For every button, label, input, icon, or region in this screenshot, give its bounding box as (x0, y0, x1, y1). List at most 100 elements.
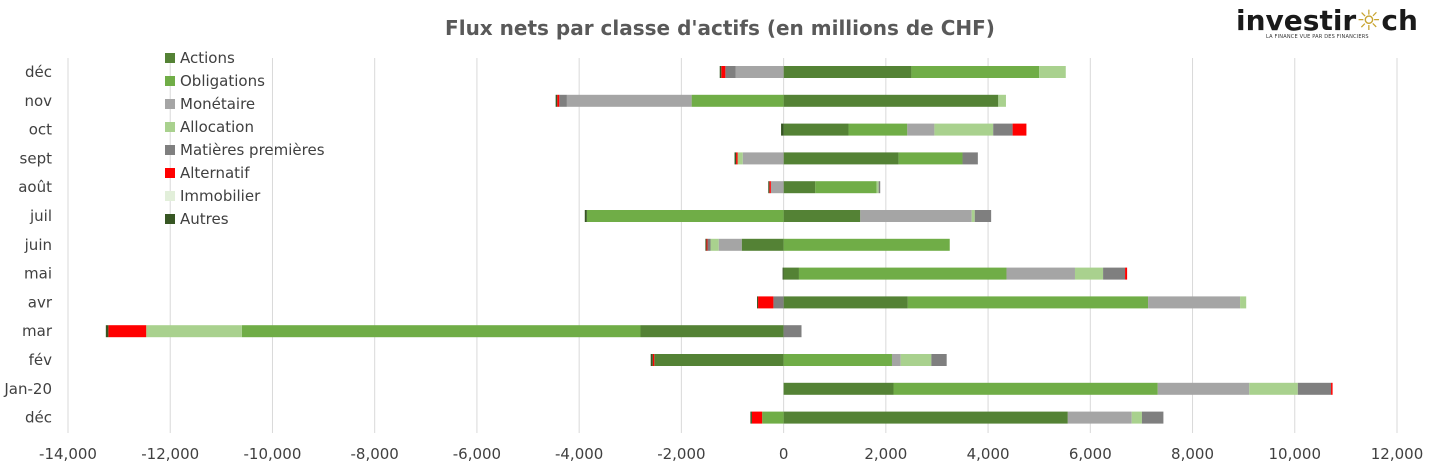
legend-label: Actions (180, 49, 235, 67)
bar-segment (1074, 267, 1104, 280)
bar-segment (737, 152, 743, 165)
bar-segment (718, 238, 742, 251)
logo-brand-left: investir (1236, 4, 1356, 37)
category-label: déc (25, 63, 52, 81)
bar-segment (762, 411, 784, 424)
legend-swatch (165, 53, 175, 63)
bar-segment (993, 123, 1013, 136)
bar-segment (911, 66, 1040, 78)
bar-segment (783, 66, 912, 78)
bar-segment (1039, 66, 1066, 78)
category-label: juil (29, 207, 52, 225)
bar-segment (768, 181, 770, 194)
bar-segment (783, 123, 849, 136)
bar-segment (1125, 267, 1128, 280)
legend-swatch (165, 168, 175, 178)
bar-segment (750, 411, 752, 424)
bar-segment (1006, 267, 1075, 280)
bar-segment (783, 296, 908, 309)
legend-label: Immobilier (180, 187, 261, 205)
legend-swatch (165, 76, 175, 86)
x-tick-label: -12,000 (141, 445, 199, 463)
category-label: Jan-20 (3, 380, 52, 398)
bar-segment (105, 325, 109, 338)
bar-segment (557, 94, 560, 107)
x-tick-label: 8,000 (1171, 445, 1214, 463)
bar-segment (998, 94, 1006, 107)
bar-segment (931, 354, 947, 366)
bar-segment (848, 123, 908, 136)
legend-swatch (165, 145, 175, 155)
bar-segment (1240, 296, 1247, 309)
bar-segment (860, 210, 972, 222)
x-tick-label: -14,000 (39, 445, 97, 463)
bar-segment (654, 354, 784, 366)
bar-segment (1148, 296, 1241, 309)
bar-segment (1249, 382, 1298, 395)
x-tick-label: -4,000 (555, 445, 603, 463)
bar-segment (770, 181, 784, 194)
x-tick-label: 0 (779, 445, 789, 463)
legend-swatch (165, 122, 175, 132)
bar-segment (652, 354, 655, 366)
legend-swatch (165, 99, 175, 109)
bar-segment (640, 325, 784, 338)
logo: investir☼ch LA FINANCE VUE PAR DES FINAN… (1236, 4, 1418, 40)
bar-segment (559, 94, 567, 107)
bars (105, 66, 1333, 424)
chart-title: Flux nets par classe d'actifs (en millio… (445, 16, 995, 40)
bar-segment (1141, 411, 1164, 424)
bar-segment (758, 296, 774, 309)
bar-segment (721, 66, 726, 78)
bar-segment (566, 94, 692, 107)
bar-segment (586, 210, 784, 222)
bar-segment (783, 411, 1068, 424)
x-tick-label: 6,000 (1069, 445, 1112, 463)
bar-segment (783, 238, 950, 251)
bar-segment (1131, 411, 1142, 424)
bar-segment (783, 210, 861, 222)
bar-segment (783, 382, 894, 395)
bar-segment (725, 66, 736, 78)
x-tick-label: -2,000 (657, 445, 705, 463)
bar-segment (782, 267, 784, 280)
legend-label: Obligations (180, 72, 265, 90)
logo-sun-icon: ☼ (1356, 4, 1381, 37)
x-tick-label: -8,000 (351, 445, 399, 463)
bar-segment (146, 325, 242, 338)
legend-label: Allocation (180, 118, 254, 136)
bar-segment (741, 238, 784, 251)
bar-segment (974, 210, 992, 222)
bar-segment (815, 181, 877, 194)
category-label: août (18, 178, 52, 196)
bar-segment (781, 123, 784, 136)
bar-segment (893, 382, 1158, 395)
bar-segment (1067, 411, 1132, 424)
bar-segment (1012, 123, 1027, 136)
bar-segment (650, 354, 653, 366)
bar-segment (962, 152, 978, 165)
category-label: déc (25, 409, 52, 427)
x-tick-label: 12,000 (1371, 445, 1424, 463)
x-tick-label: -6,000 (453, 445, 501, 463)
bar-segment (241, 325, 641, 338)
svg-text:investir☼ch: investir☼ch (1236, 4, 1418, 37)
bar-segment (898, 152, 963, 165)
bar-segment (736, 152, 738, 165)
category-label: sept (20, 149, 53, 167)
legend-label: Autres (180, 210, 229, 228)
bar-segment (783, 94, 999, 107)
legend: Actions Obligations Monétaire Allocation Mat… (165, 49, 325, 228)
bar-segment (108, 325, 147, 338)
bar-segment (783, 152, 899, 165)
bar-segment (783, 267, 799, 280)
logo-brand-right: ch (1381, 4, 1418, 37)
bar-segment (934, 123, 994, 136)
bar-segment (1157, 382, 1250, 395)
bar-segment (900, 354, 932, 366)
bar-segment (555, 94, 558, 107)
category-label: mai (24, 265, 52, 283)
category-label: avr (28, 293, 53, 311)
bar-segment (705, 238, 707, 251)
